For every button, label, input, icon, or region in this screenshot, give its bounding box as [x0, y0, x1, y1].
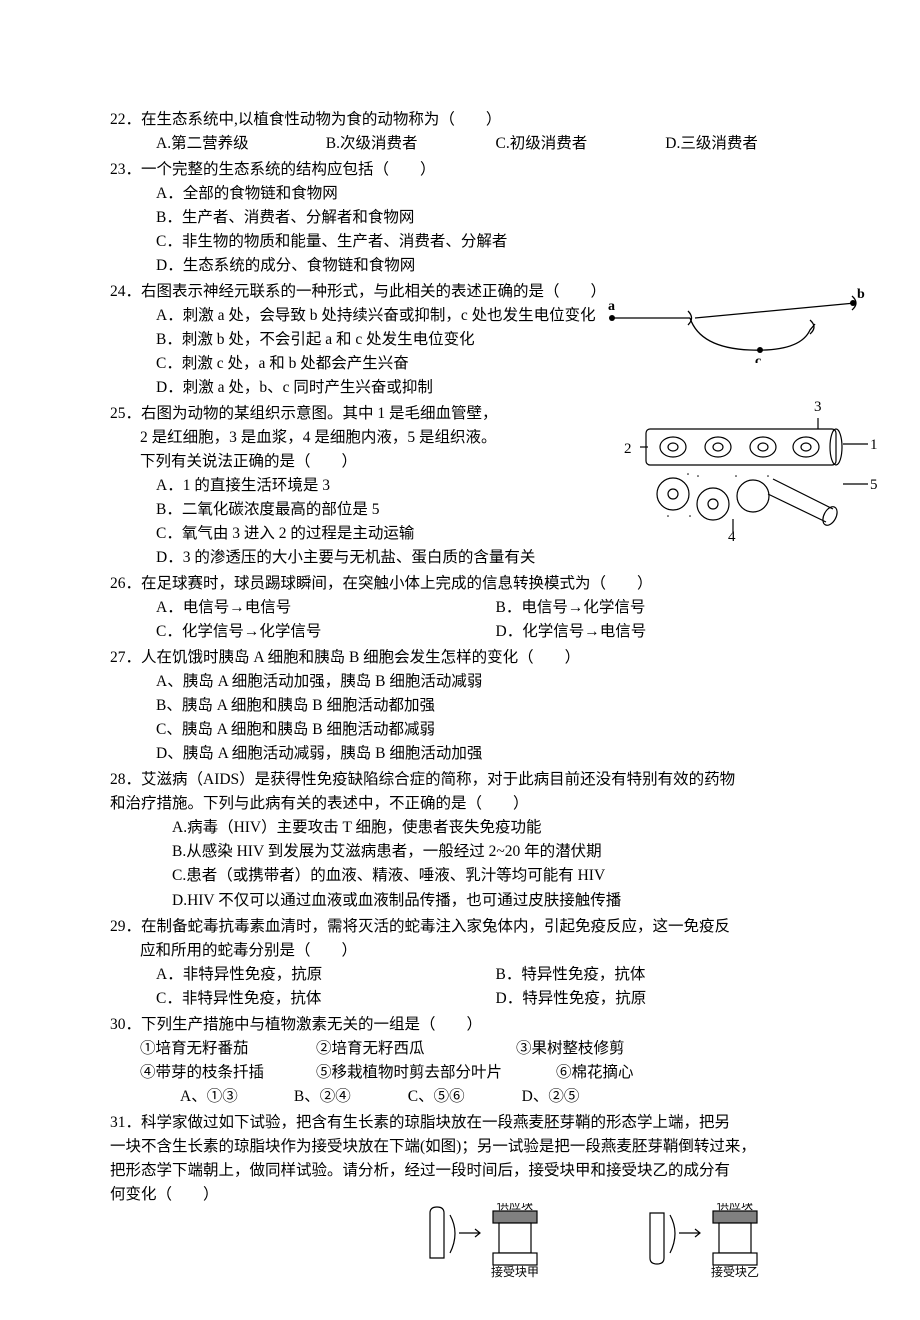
q23-opt-c: C．非生物的物质和能量、生产者、消费者、分解者: [110, 230, 835, 254]
q24-opt-d: D．刺激 a 处，b、c 同时产生兴奋或抑制: [110, 376, 835, 400]
q25-label-4: 4: [728, 526, 736, 549]
question-29: 29．在制备蛇毒抗毒素血清时，需将灭活的蛇毒注入家兔体内，引起免疫反应，这一免疫…: [110, 915, 835, 1011]
q22-opt-c: C.初级消费者: [496, 132, 666, 156]
q29-opt-c: C．非特异性免疫，抗体: [156, 987, 496, 1011]
q30-stem: 30．下列生产措施中与植物激素无关的一组是（ ）: [110, 1013, 835, 1037]
q30-opt-d: D、②⑤: [522, 1085, 632, 1109]
q28-opt-b: B.从感染 HIV 到发展为艾滋病患者，一般经过 2~20 年的潜伏期: [110, 840, 835, 864]
q25-label-2: 2: [624, 438, 632, 461]
question-28: 28．艾滋病（AIDS）是获得性免疫缺陷综合症的简称，对于此病目前还没有特别有效…: [110, 768, 835, 912]
q23-opt-a: A．全部的食物链和食物网: [110, 182, 835, 206]
q31-recv-1: 接受块甲: [491, 1264, 539, 1278]
q27-stem: 27．人在饥饿时胰岛 A 细胞和胰岛 B 细胞会发生怎样的变化（ ）: [110, 646, 835, 670]
q22-stem: 22．在生态系统中,以植食性动物为食的动物称为（ ）: [110, 108, 835, 132]
q23-opt-d: D．生态系统的成分、食物链和食物网: [110, 254, 835, 278]
q22-opt-d: D.三级消费者: [665, 132, 835, 156]
question-30: 30．下列生产措施中与植物激素无关的一组是（ ） ①培育无籽番茄 ②培育无籽西瓜…: [110, 1013, 835, 1109]
q30-item-1: ①培育无籽番茄: [140, 1037, 316, 1061]
q30-opt-b: B、②④: [294, 1085, 404, 1109]
q22-options: A.第二营养级 B.次级消费者 C.初级消费者 D.三级消费者: [110, 132, 835, 156]
q29-stem1: 29．在制备蛇毒抗毒素血清时，需将灭活的蛇毒注入家兔体内，引起免疫反应，这一免疫…: [110, 915, 835, 939]
q24-label-b: b: [857, 288, 865, 302]
q28-stem1: 28．艾滋病（AIDS）是获得性免疫缺陷综合症的简称，对于此病目前还没有特别有效…: [110, 768, 835, 792]
q24-figure: a b c: [600, 288, 875, 363]
q26-opt-b: B．电信号→化学信号: [496, 596, 836, 620]
q25-label-5: 5: [870, 474, 878, 497]
q29-opt-a: A．非特异性免疫，抗原: [156, 963, 496, 987]
q26-opt-a: A．电信号→电信号: [156, 596, 496, 620]
question-26: 26．在足球赛时，球员踢球瞬间，在突触小体上完成的信息转换模式为（ ） A．电信…: [110, 572, 835, 644]
q31-figure: 供应块 接受块甲 供应块 接受块乙: [110, 1203, 835, 1278]
q26-opt-d: D．化学信号→电信号: [496, 620, 836, 644]
q30-item-2: ②培育无籽西瓜: [316, 1037, 516, 1061]
q28-opt-d: D.HIV 不仅可以通过血液或血液制品传播，也可通过皮肤接触传播: [110, 889, 835, 913]
q24-label-a: a: [608, 299, 615, 314]
q22-opt-b: B.次级消费者: [326, 132, 496, 156]
q25-label-3: 3: [814, 396, 822, 419]
q30-opt-c: C、⑤⑥: [408, 1085, 518, 1109]
question-24: 24．右图表示神经元联系的一种形式，与此相关的表述正确的是（ ） A．刺激 a …: [110, 280, 835, 400]
q25-figure: 3 2 1 5 4: [618, 404, 880, 539]
q31-l1: 31．科学家做过如下试验，把含有生长素的琼脂块放在一段燕麦胚芽鞘的形态学上端，把…: [110, 1111, 835, 1135]
q28-stem2: 和治疗措施。下列与此病有关的表述中，不正确的是（ ）: [110, 792, 835, 816]
q27-opt-b: B、胰岛 A 细胞和胰岛 B 细胞活动都加强: [110, 694, 835, 718]
q28-opt-c: C.患者（或携带者）的血液、精液、唾液、乳汁等均可能有 HIV: [110, 864, 835, 888]
question-31: 31．科学家做过如下试验，把含有生长素的琼脂块放在一段燕麦胚芽鞘的形态学上端，把…: [110, 1111, 835, 1278]
q31-l2: 一块不含生长素的琼脂块作为接受块放在下端(如图)；另一试验是把一段燕麦胚芽鞘倒转…: [110, 1135, 835, 1159]
q28-opt-a: A.病毒（HIV）主要攻击 T 细胞，使患者丧失免疫功能: [110, 816, 835, 840]
q30-item-4: ④带芽的枝条扦插: [140, 1061, 316, 1085]
q23-opt-b: B．生产者、消费者、分解者和食物网: [110, 206, 835, 230]
q29-opt-b: B．特异性免疫，抗体: [496, 963, 836, 987]
q24-label-c: c: [755, 354, 761, 363]
q26-opt-c: C．化学信号→化学信号: [156, 620, 496, 644]
question-23: 23．一个完整的生态系统的结构应包括（ ） A．全部的食物链和食物网 B．生产者…: [110, 158, 835, 278]
question-27: 27．人在饥饿时胰岛 A 细胞和胰岛 B 细胞会发生怎样的变化（ ） A、胰岛 …: [110, 646, 835, 766]
q23-stem: 23．一个完整的生态系统的结构应包括（ ）: [110, 158, 835, 182]
q22-opt-a: A.第二营养级: [156, 132, 326, 156]
q26-stem: 26．在足球赛时，球员踢球瞬间，在突触小体上完成的信息转换模式为（ ）: [110, 572, 835, 596]
q29-stem2: 应和所用的蛇毒分别是（ ）: [110, 939, 835, 963]
q27-opt-a: A、胰岛 A 细胞活动加强，胰岛 B 细胞活动减弱: [110, 670, 835, 694]
q27-opt-d: D、胰岛 A 细胞活动减弱，胰岛 B 细胞活动加强: [110, 742, 835, 766]
q31-l3: 把形态学下端朝上，做同样试验。请分析，经过一段时间后，接受块甲和接受块乙的成分有: [110, 1159, 835, 1183]
question-25: 25．右图为动物的某组织示意图。其中 1 是毛细血管壁， 2 是红细胞，3 是血…: [110, 402, 835, 570]
q30-item-3: ③果树整枝修剪: [516, 1037, 692, 1061]
q31-recv-2: 接受块乙: [711, 1264, 759, 1278]
q27-opt-c: C、胰岛 A 细胞和胰岛 B 细胞活动都减弱: [110, 718, 835, 742]
q25-label-1: 1: [870, 434, 878, 457]
q30-opt-a: A、①③: [180, 1085, 290, 1109]
q31-supply-1: 供应块: [497, 1203, 533, 1212]
q25-opt-d: D．3 的渗透压的大小主要与无机盐、蛋白质的含量有关: [110, 546, 835, 570]
q30-item-6: ⑥棉花摘心: [556, 1061, 732, 1085]
q31-supply-2: 供应块: [717, 1203, 753, 1212]
q29-opt-d: D．特异性免疫，抗原: [496, 987, 836, 1011]
question-22: 22．在生态系统中,以植食性动物为食的动物称为（ ） A.第二营养级 B.次级消…: [110, 108, 835, 156]
q30-item-5: ⑤移栽植物时剪去部分叶片: [316, 1061, 556, 1085]
